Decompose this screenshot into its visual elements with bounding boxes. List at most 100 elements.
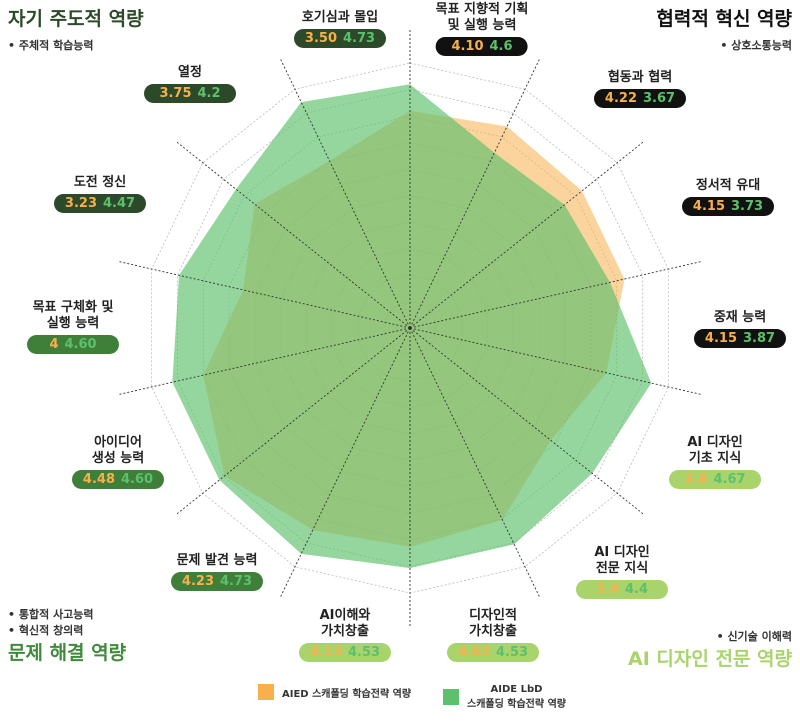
value-pill: 3.23 4.47 bbox=[54, 194, 146, 213]
value-label: 4.02 bbox=[457, 645, 490, 660]
axis-label: AI이해와 가치창출 4.13 4.53 bbox=[299, 608, 391, 662]
group: • 통합적 사고능력 • 혁신적 창의력 문제 해결 역량 bbox=[8, 600, 126, 665]
axis-label: 디자인적 가치창출 4.02 4.53 bbox=[447, 608, 539, 662]
bullet-dot: • bbox=[720, 39, 732, 52]
category-label: AI이해와 가치창출 bbox=[319, 608, 371, 639]
group-bullets: • 신기술 이해력 bbox=[628, 628, 792, 644]
value-label: 4.53 bbox=[348, 645, 381, 660]
category-label: 문제 발견 능력 bbox=[176, 553, 258, 568]
axis-label: AI 디자인 전문 지식 3.4 4.4 bbox=[576, 545, 668, 599]
value-label: 3.8 bbox=[684, 472, 708, 487]
value-label: 4.2 bbox=[197, 86, 221, 101]
category-label: 목표 구체화 및 실행 능력 bbox=[32, 300, 114, 331]
category-label: 아이디어 생성 능력 bbox=[91, 435, 145, 466]
axis-line bbox=[279, 327, 411, 598]
value-label: 3.75 bbox=[159, 86, 192, 101]
value-pill: 4.10 4.6 bbox=[436, 37, 528, 56]
axis-label: 중재 능력 4.15 3.87 bbox=[694, 310, 786, 348]
axis-label: 정서적 유대 4.15 3.73 bbox=[682, 178, 774, 216]
category-label: 협동과 협력 bbox=[607, 70, 673, 85]
bullet-dot: • bbox=[8, 39, 19, 52]
category-label: 중재 능력 bbox=[713, 310, 767, 325]
group: • 신기술 이해력 AI 디자인 전문 역량 bbox=[628, 622, 792, 671]
group-name: 문제 해결 역량 bbox=[8, 642, 127, 664]
value-label: 4.15 bbox=[704, 331, 737, 346]
value-label: 3.4 bbox=[595, 582, 619, 597]
value-pill: 4 4.60 bbox=[27, 335, 119, 354]
value-label: 4.22 bbox=[604, 91, 637, 106]
legend-item: AIED 스캐폴딩 학습전략 역량 bbox=[258, 684, 411, 700]
value-pill: 3.75 4.2 bbox=[144, 84, 236, 103]
axis-line bbox=[175, 327, 411, 516]
value-label: 4.60 bbox=[64, 337, 97, 352]
value-label: 4.6 bbox=[489, 39, 513, 54]
legend-swatch bbox=[443, 689, 459, 705]
value-label: 3.87 bbox=[743, 331, 776, 346]
value-label: 4.4 bbox=[625, 582, 649, 597]
value-label: 4 bbox=[49, 337, 59, 352]
group: 협력적 혁신 역량 • 상호소통능력 bbox=[656, 4, 792, 53]
value-label: 4.47 bbox=[103, 196, 136, 211]
category-label: 목표 지향적 기획 및 실행 능력 bbox=[435, 2, 529, 33]
axis-line bbox=[117, 327, 411, 396]
value-label: 4.23 bbox=[181, 574, 214, 589]
group-bullets: • 통합적 사고능력 • 혁신적 창의력 bbox=[8, 606, 126, 638]
axis-line bbox=[409, 140, 645, 329]
axis-label: 도전 정신 3.23 4.47 bbox=[54, 175, 146, 213]
value-label: 4.73 bbox=[343, 31, 376, 46]
axis-label: 아이디어 생성 능력 4.48 4.60 bbox=[72, 435, 164, 489]
axis-label: 목표 구체화 및 실행 능력 4 4.60 bbox=[27, 300, 119, 354]
axis-label: 문제 발견 능력 4.23 4.73 bbox=[171, 553, 263, 591]
axis-line bbox=[409, 327, 645, 516]
value-label: 4.15 bbox=[692, 199, 725, 214]
bullet: 혁신적 창의력 bbox=[18, 624, 84, 637]
value-pill: 3.4 4.4 bbox=[576, 580, 668, 599]
value-label: 3.67 bbox=[643, 91, 676, 106]
category-label: 정서적 유대 bbox=[695, 178, 761, 193]
category-label: AI 디자인 전문 지식 bbox=[594, 545, 650, 576]
bullet-dot: • bbox=[8, 624, 19, 637]
value-label: 4.13 bbox=[309, 645, 342, 660]
bullet: 상호소통능력 bbox=[731, 39, 792, 52]
group: 자기 주도적 역량 • 주체적 학습능력 bbox=[8, 4, 144, 53]
legend-swatch bbox=[258, 684, 274, 700]
axis-line bbox=[117, 260, 411, 329]
value-label: 4.60 bbox=[121, 472, 154, 487]
value-pill: 4.13 4.53 bbox=[299, 643, 391, 662]
value-pill: 3.8 4.67 bbox=[669, 470, 761, 489]
axis-label: 목표 지향적 기획 및 실행 능력 4.10 4.6 bbox=[435, 2, 529, 56]
legend-item: AIDE LbD 스캐폴딩 학습전략 역량 bbox=[443, 684, 566, 710]
legend-label: AIDE LbD 스캐폴딩 학습전략 역량 bbox=[467, 684, 566, 710]
axis-line bbox=[175, 140, 411, 329]
category-label: 디자인적 가치창출 bbox=[469, 608, 517, 639]
group-name: 협력적 혁신 역량 bbox=[656, 8, 792, 30]
value-label: 4.10 bbox=[451, 39, 484, 54]
axis-line bbox=[409, 58, 541, 329]
group-bullets: • 상호소통능력 bbox=[656, 37, 792, 53]
value-pill: 4.15 3.87 bbox=[694, 329, 786, 348]
series-area bbox=[172, 84, 652, 569]
group-name: AI 디자인 전문 역량 bbox=[628, 648, 792, 670]
bullet-dot: • bbox=[8, 608, 19, 621]
group-name: 자기 주도적 역량 bbox=[8, 8, 144, 30]
axis-label: 협동과 협력 4.22 3.67 bbox=[594, 70, 686, 108]
value-pill: 4.22 3.67 bbox=[594, 89, 686, 108]
bullet-dot: • bbox=[716, 630, 728, 643]
value-pill: 4.48 4.60 bbox=[72, 470, 164, 489]
value-label: 4.53 bbox=[496, 645, 529, 660]
bullet: 통합적 사고능력 bbox=[18, 608, 94, 621]
legend-label: AIED 스캐폴딩 학습전략 역량 bbox=[282, 688, 412, 700]
category-label: 도전 정신 bbox=[73, 175, 127, 190]
value-pill: 4.02 4.53 bbox=[447, 643, 539, 662]
category-label: AI 디자인 기초 지식 bbox=[687, 435, 743, 466]
axis-line bbox=[409, 327, 703, 396]
value-label: 4.73 bbox=[220, 574, 253, 589]
value-pill: 3.50 4.73 bbox=[294, 29, 386, 48]
axis-label: 열정 3.75 4.2 bbox=[144, 65, 236, 103]
category-label: 호기심과 몰입 bbox=[301, 10, 379, 25]
axis-label: 호기심과 몰입 3.50 4.73 bbox=[294, 10, 386, 48]
value-label: 3.73 bbox=[731, 199, 764, 214]
value-label: 4.67 bbox=[713, 472, 746, 487]
group-bullets: • 주체적 학습능력 bbox=[8, 37, 144, 53]
